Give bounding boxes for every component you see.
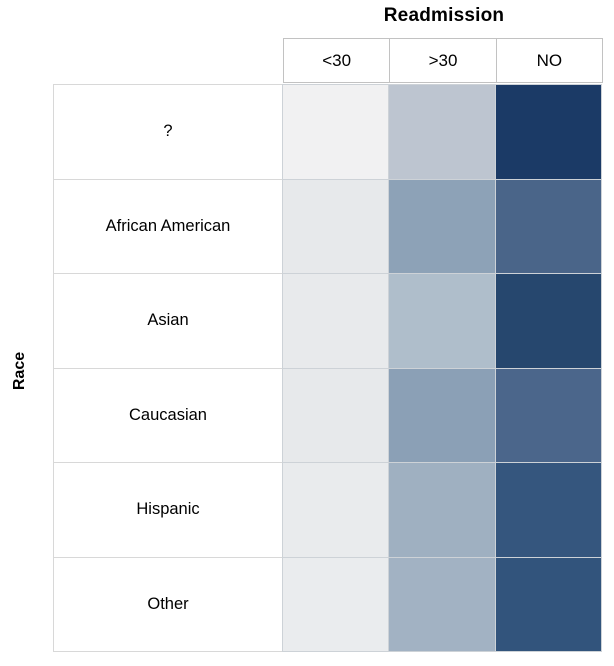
heatmap-cell — [282, 178, 390, 274]
heatmap-cell — [282, 367, 390, 463]
heatmap-row: African American — [53, 178, 602, 274]
row-label: ? — [53, 84, 283, 180]
row-label: Other — [53, 556, 283, 652]
heatmap-row: Caucasian — [53, 367, 602, 463]
heatmap-cell — [494, 556, 602, 652]
heatmap-cell — [388, 367, 496, 463]
heatmap-cell — [388, 462, 496, 558]
heatmap-row: Asian — [53, 273, 602, 369]
heatmap-row: ? — [53, 84, 602, 180]
row-label: Caucasian — [53, 367, 283, 463]
heatmap-cell — [494, 178, 602, 274]
heatmap-cell — [494, 273, 602, 369]
column-header: >30 — [389, 38, 497, 83]
heatmap-cell — [388, 556, 496, 652]
heatmap-cell — [494, 462, 602, 558]
row-label: African American — [53, 178, 283, 274]
heatmap-row: Other — [53, 556, 602, 652]
column-header-row: <30 >30 NO — [283, 38, 603, 83]
heatmap-row: Hispanic — [53, 462, 602, 558]
heatmap-cell — [282, 556, 390, 652]
heatmap-cell — [388, 84, 496, 180]
chart-title: Readmission — [383, 5, 505, 26]
column-header: <30 — [283, 38, 391, 83]
y-axis-title-box: Race — [2, 84, 38, 657]
heatmap-cell — [494, 84, 602, 180]
row-label: Asian — [53, 273, 283, 369]
heatmap-cell — [494, 367, 602, 463]
column-header: NO — [495, 38, 603, 83]
y-axis-title: Race — [11, 351, 28, 390]
heatmap-cell — [282, 84, 390, 180]
heatmap-cell — [388, 178, 496, 274]
heatmap-cell — [388, 273, 496, 369]
heatmap-table: ? African American Asian Caucasian Hispa… — [53, 84, 602, 652]
heatmap-cell — [282, 273, 390, 369]
row-label: Hispanic — [53, 462, 283, 558]
heatmap-cell — [282, 462, 390, 558]
